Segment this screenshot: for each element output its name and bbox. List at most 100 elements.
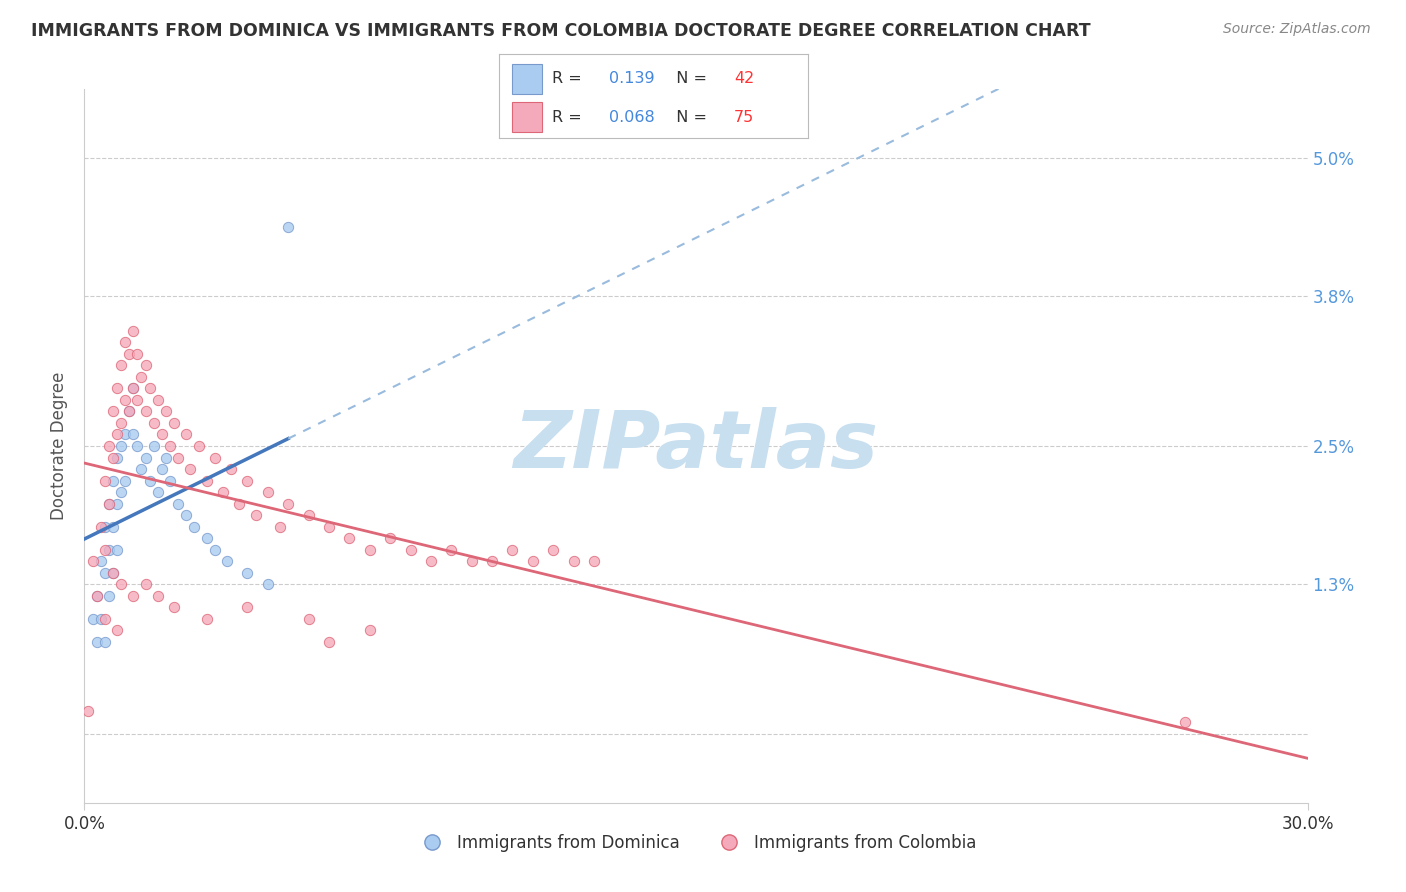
- Text: R =: R =: [551, 110, 586, 125]
- Point: [90, 519, 112, 533]
- Point: [236, 566, 259, 580]
- Point: [135, 359, 157, 373]
- Point: [142, 439, 165, 453]
- Point: [155, 404, 177, 418]
- Point: [204, 542, 226, 557]
- Point: [257, 485, 280, 500]
- Text: ZIPatlas: ZIPatlas: [513, 407, 879, 485]
- Point: [97, 497, 120, 511]
- Point: [97, 439, 120, 453]
- Point: [174, 427, 197, 442]
- Point: [110, 416, 132, 430]
- Point: [142, 416, 165, 430]
- Point: [127, 392, 149, 407]
- Y-axis label: Doctorate Degree: Doctorate Degree: [51, 372, 69, 520]
- Point: [236, 600, 259, 615]
- Text: N =: N =: [666, 110, 713, 125]
- FancyBboxPatch shape: [512, 102, 543, 132]
- Point: [105, 497, 128, 511]
- Point: [118, 347, 141, 361]
- Point: [245, 508, 267, 522]
- Text: 75: 75: [734, 110, 755, 125]
- Text: Source: ZipAtlas.com: Source: ZipAtlas.com: [1223, 22, 1371, 37]
- Point: [93, 566, 115, 580]
- Point: [110, 359, 132, 373]
- Point: [110, 577, 132, 591]
- Point: [114, 427, 136, 442]
- Point: [97, 589, 120, 603]
- Point: [562, 554, 585, 568]
- Point: [135, 404, 157, 418]
- Point: [90, 612, 112, 626]
- Point: [380, 531, 402, 545]
- Point: [101, 404, 124, 418]
- Point: [481, 554, 503, 568]
- Point: [97, 497, 120, 511]
- Point: [101, 566, 124, 580]
- Point: [101, 519, 124, 533]
- Point: [212, 485, 235, 500]
- Text: 0.139: 0.139: [609, 71, 655, 87]
- Point: [135, 577, 157, 591]
- Point: [339, 531, 361, 545]
- Point: [86, 634, 108, 648]
- Text: 0.068: 0.068: [609, 110, 655, 125]
- Point: [135, 450, 157, 465]
- Point: [159, 439, 181, 453]
- Point: [138, 474, 160, 488]
- Point: [461, 554, 484, 568]
- Point: [298, 508, 321, 522]
- Point: [359, 623, 381, 637]
- Point: [146, 589, 169, 603]
- Point: [105, 381, 128, 395]
- Point: [167, 450, 190, 465]
- Point: [114, 474, 136, 488]
- Point: [187, 439, 209, 453]
- Point: [257, 577, 280, 591]
- Point: [118, 404, 141, 418]
- Point: [131, 462, 153, 476]
- Point: [440, 542, 463, 557]
- Point: [101, 474, 124, 488]
- Point: [93, 612, 115, 626]
- Text: IMMIGRANTS FROM DOMINICA VS IMMIGRANTS FROM COLOMBIA DOCTORATE DEGREE CORRELATIO: IMMIGRANTS FROM DOMINICA VS IMMIGRANTS F…: [31, 22, 1091, 40]
- Point: [269, 519, 291, 533]
- Point: [150, 427, 173, 442]
- Point: [90, 554, 112, 568]
- Point: [159, 474, 181, 488]
- Point: [105, 542, 128, 557]
- Point: [318, 634, 340, 648]
- Point: [420, 554, 443, 568]
- Point: [86, 589, 108, 603]
- Point: [502, 542, 524, 557]
- Point: [93, 474, 115, 488]
- Point: [127, 347, 149, 361]
- Point: [122, 324, 145, 338]
- Point: [122, 381, 145, 395]
- Text: 42: 42: [734, 71, 755, 87]
- Text: R =: R =: [551, 71, 586, 87]
- Point: [217, 554, 239, 568]
- Point: [543, 542, 565, 557]
- Point: [146, 392, 169, 407]
- Point: [277, 497, 299, 511]
- Point: [195, 531, 218, 545]
- Point: [277, 220, 299, 235]
- Point: [131, 370, 153, 384]
- Point: [163, 600, 186, 615]
- Point: [93, 634, 115, 648]
- Point: [101, 450, 124, 465]
- Point: [105, 623, 128, 637]
- Point: [105, 450, 128, 465]
- Point: [146, 485, 169, 500]
- Point: [195, 612, 218, 626]
- Point: [97, 542, 120, 557]
- Point: [174, 508, 197, 522]
- Point: [583, 554, 606, 568]
- Point: [179, 462, 201, 476]
- Point: [155, 450, 177, 465]
- Point: [86, 589, 108, 603]
- Point: [167, 497, 190, 511]
- Point: [522, 554, 544, 568]
- Point: [204, 450, 226, 465]
